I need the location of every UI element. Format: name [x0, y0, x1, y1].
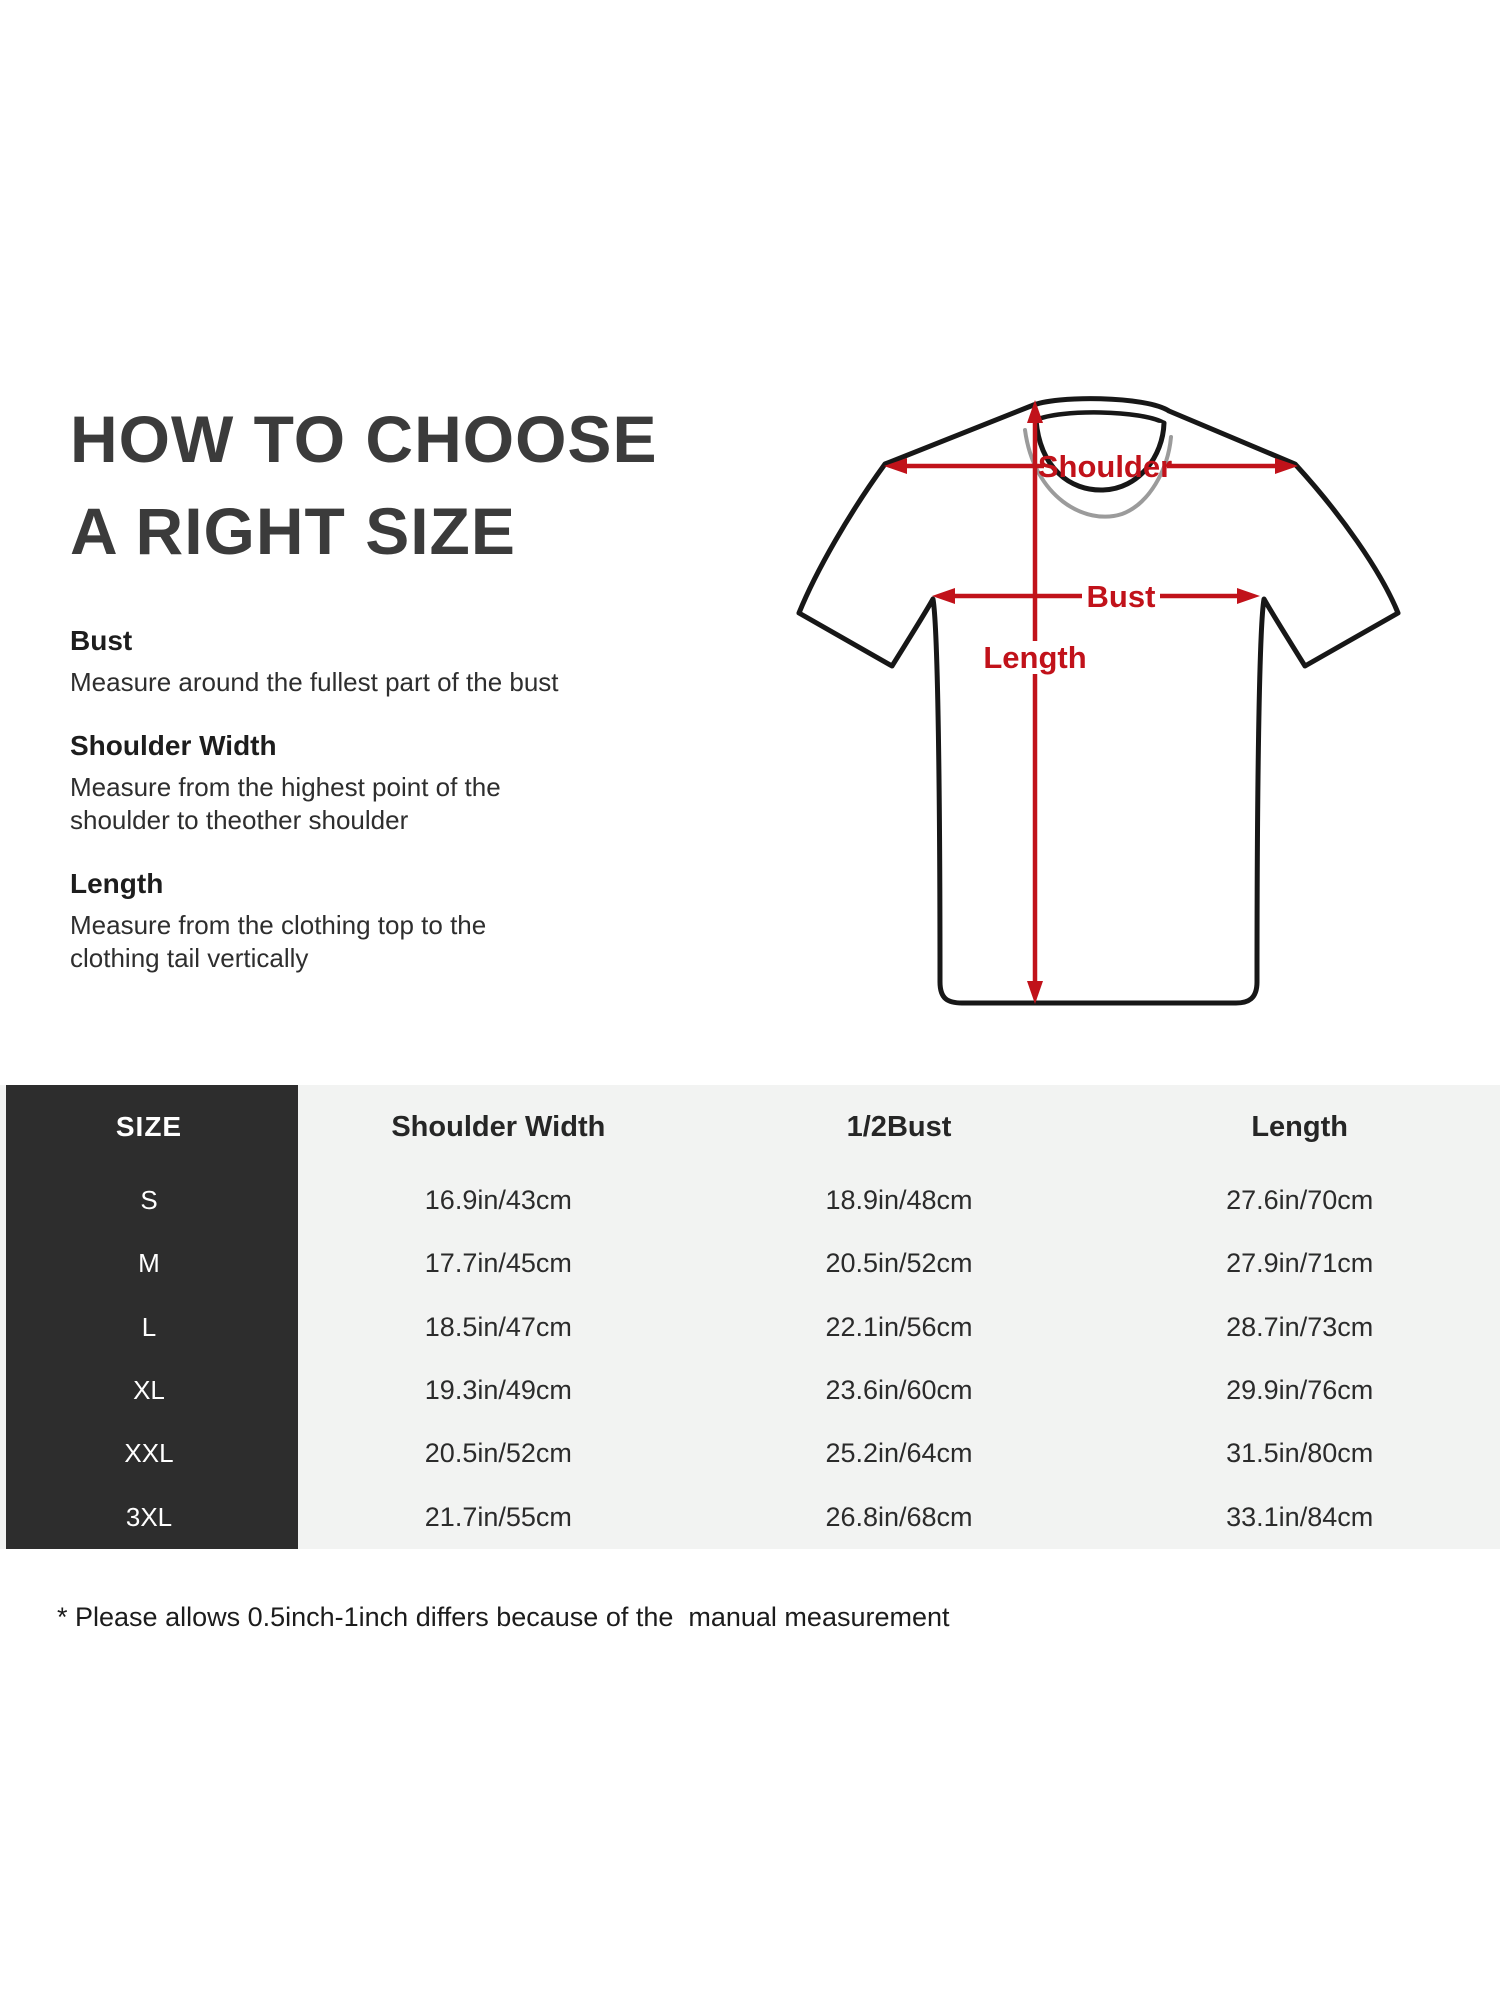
- page-title-line-2: A RIGHT SIZE: [70, 494, 516, 568]
- bust-value: 18.9in/48cm: [825, 1185, 973, 1216]
- length-value: 33.1in/84cm: [1226, 1501, 1374, 1532]
- bust-value: 20.5in/52cm: [825, 1248, 973, 1279]
- collar-shadow-arc: [1023, 428, 1173, 519]
- bust-arrow-left-icon: [932, 588, 955, 604]
- header-half-bust: 1/2Bust: [846, 1110, 952, 1143]
- length-arrow-up-icon: [1027, 400, 1043, 423]
- instruction-length-heading: Length: [70, 868, 164, 899]
- instruction-bust-heading: Bust: [70, 625, 133, 656]
- size-column-background: [6, 1085, 298, 1549]
- shoulder-value: 17.7in/45cm: [424, 1248, 572, 1279]
- header-length: Length: [1251, 1110, 1348, 1143]
- shoulder-label: Shoulder: [1038, 449, 1172, 484]
- instruction-shoulder-heading: Shoulder Width: [70, 730, 277, 761]
- length-label: Length: [983, 640, 1086, 675]
- size-label: M: [138, 1248, 160, 1279]
- size-table: SIZE Shoulder Width 1/2Bust Length S 16.…: [0, 1085, 1500, 1549]
- bust-value: 22.1in/56cm: [825, 1311, 973, 1342]
- shoulder-arrow-right-icon: [1275, 458, 1298, 474]
- size-label: 3XL: [125, 1501, 173, 1532]
- measuring-instructions: Bust Measure around the fullest part of …: [70, 624, 670, 975]
- size-label: XXL: [124, 1438, 174, 1469]
- shoulder-value: 20.5in/52cm: [424, 1438, 572, 1469]
- collar-band-line: [1033, 410, 1167, 426]
- table-row-l: L 18.5in/47cm 22.1in/56cm 28.7in/73cm: [0, 1296, 1500, 1359]
- length-value: 29.9in/76cm: [1226, 1375, 1374, 1406]
- header-size: SIZE: [115, 1111, 183, 1142]
- length-value: 27.6in/70cm: [1226, 1185, 1374, 1216]
- table-row-xxl: XXL 20.5in/52cm 25.2in/64cm 31.5in/80cm: [0, 1422, 1500, 1485]
- shoulder-value: 19.3in/49cm: [424, 1375, 572, 1406]
- size-table-header-row: SIZE Shoulder Width 1/2Bust Length: [0, 1085, 1500, 1169]
- instruction-bust: Bust Measure around the fullest part of …: [70, 624, 670, 699]
- instruction-length: Length Measure from the clothing top to …: [70, 867, 670, 975]
- bust-arrow-right-icon: [1237, 588, 1260, 604]
- size-label: L: [141, 1311, 157, 1342]
- page-title: HOW TO CHOOSE A RIGHT SIZE: [70, 393, 657, 577]
- shoulder-value: 18.5in/47cm: [424, 1311, 572, 1342]
- bust-label: Bust: [1087, 579, 1156, 614]
- table-row-xl: XL 19.3in/49cm 23.6in/60cm 29.9in/76cm: [0, 1359, 1500, 1422]
- bust-value: 26.8in/68cm: [825, 1501, 973, 1532]
- table-row-s: S 16.9in/43cm 18.9in/48cm 27.6in/70cm: [0, 1169, 1500, 1232]
- table-row-m: M 17.7in/45cm 20.5in/52cm 27.9in/71cm: [0, 1232, 1500, 1295]
- collar-front-bowl: [1033, 417, 1167, 493]
- tshirt-measurement-diagram: Shoulder Bust Length: [796, 396, 1401, 1006]
- length-value: 28.7in/73cm: [1226, 1311, 1374, 1342]
- tshirt-outline: [796, 396, 1401, 1006]
- shoulder-arrow-left-icon: [884, 458, 907, 474]
- bust-value: 25.2in/64cm: [825, 1438, 973, 1469]
- instruction-shoulder-text: Measure from the highest point of the sh…: [70, 772, 501, 835]
- size-label: S: [140, 1185, 158, 1216]
- size-label: XL: [133, 1375, 165, 1406]
- length-arrow-down-icon: [1027, 981, 1043, 1004]
- measurement-disclaimer: * Please allows 0.5inch-1inch differs be…: [57, 1602, 950, 1632]
- instruction-bust-text: Measure around the fullest part of the b…: [70, 667, 559, 697]
- bust-value: 23.6in/60cm: [825, 1375, 973, 1406]
- header-shoulder-width: Shoulder Width: [391, 1110, 606, 1143]
- length-value: 31.5in/80cm: [1226, 1438, 1374, 1469]
- instruction-length-text: Measure from the clothing top to the clo…: [70, 910, 487, 973]
- page-title-line-1: HOW TO CHOOSE: [70, 402, 658, 476]
- shoulder-value: 21.7in/55cm: [424, 1501, 572, 1532]
- table-row-3xl: 3XL 21.7in/55cm 26.8in/68cm 33.1in/84cm: [0, 1486, 1500, 1549]
- length-value: 27.9in/71cm: [1226, 1248, 1374, 1279]
- instruction-shoulder-width: Shoulder Width Measure from the highest …: [70, 729, 670, 837]
- shoulder-value: 16.9in/43cm: [424, 1185, 572, 1216]
